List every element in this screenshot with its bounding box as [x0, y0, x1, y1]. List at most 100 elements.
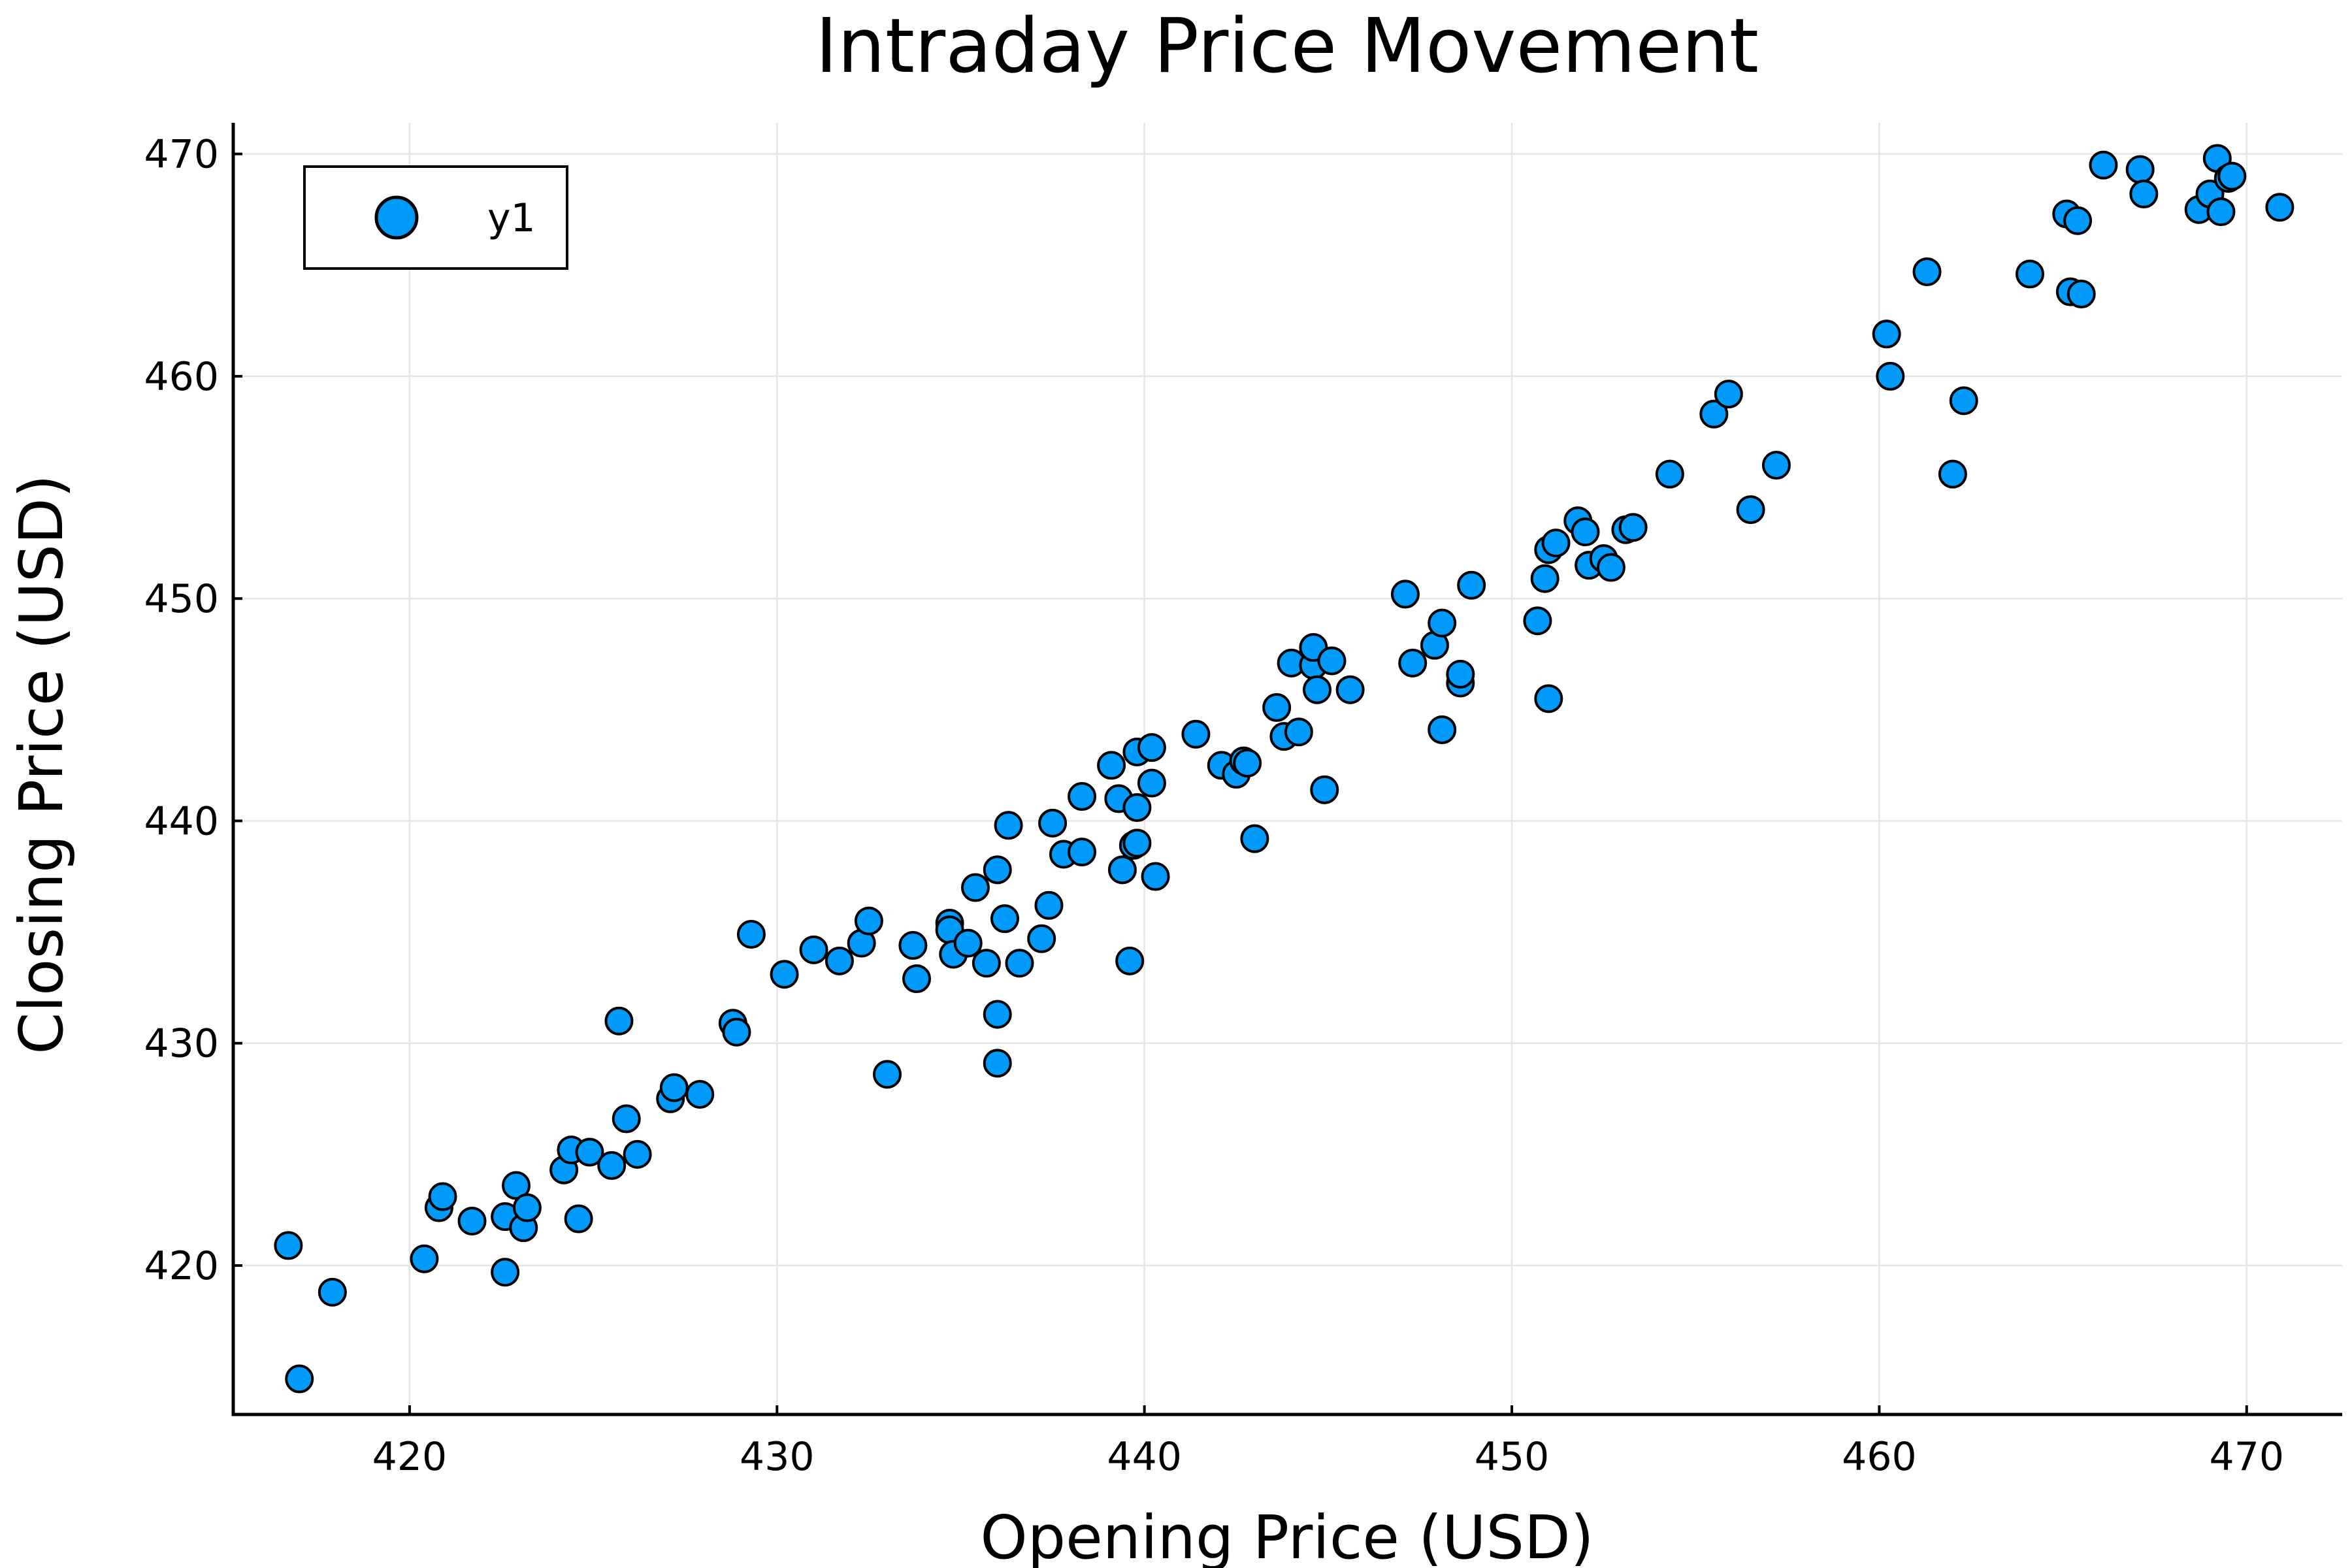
- data-point: [953, 928, 983, 958]
- chart-title: Intraday Price Movement: [815, 3, 1759, 90]
- x-axis-title: Opening Price (USD): [980, 1503, 1593, 1568]
- x-tick-label: 470: [2210, 1434, 2285, 1480]
- data-point: [2089, 150, 2118, 180]
- x-tick-label: 430: [740, 1434, 815, 1480]
- data-point: [1302, 675, 1331, 704]
- data-point: [1181, 719, 1211, 749]
- data-point: [1596, 553, 1625, 582]
- data-point: [898, 931, 928, 960]
- data-point: [2265, 193, 2295, 222]
- x-tick-label: 420: [372, 1434, 448, 1480]
- data-point: [1523, 606, 1552, 636]
- y-tick-label: 430: [144, 1021, 219, 1067]
- axis-lines: [231, 123, 2342, 1416]
- data-point: [1949, 386, 1978, 416]
- data-point: [2066, 280, 2096, 309]
- data-point: [318, 1277, 347, 1307]
- data-point: [575, 1137, 604, 1167]
- data-point: [2206, 197, 2236, 227]
- data-point: [1233, 748, 1262, 777]
- data-point: [2063, 206, 2093, 235]
- data-point: [1141, 862, 1170, 891]
- data-point: [285, 1364, 314, 1394]
- data-point: [1530, 564, 1560, 593]
- data-point: [274, 1231, 303, 1260]
- data-point: [1618, 513, 1648, 542]
- data-point: [1240, 824, 1269, 853]
- data-point: [1390, 580, 1420, 609]
- data-point: [1534, 684, 1563, 713]
- data-point: [1714, 380, 1743, 409]
- data-point: [2015, 259, 2044, 289]
- data-point: [1872, 319, 1901, 349]
- data-point: [457, 1206, 487, 1235]
- legend-label-y1: y1: [487, 195, 536, 241]
- axes: 420 430 440 450 460 470 420 430 440 450 460 470: [144, 123, 2342, 1480]
- data-point: [983, 1049, 1012, 1078]
- data-point: [960, 873, 990, 902]
- data-point: [994, 811, 1023, 840]
- data-point: [1284, 717, 1313, 747]
- data-point: [1938, 459, 1967, 489]
- data-point: [902, 964, 932, 994]
- data-point: [1137, 733, 1166, 762]
- data-point: [1655, 459, 1684, 489]
- data-point: [1262, 693, 1292, 722]
- data-point: [1335, 675, 1365, 704]
- data-point: [1097, 751, 1126, 780]
- data-point: [972, 949, 1001, 978]
- data-point: [990, 904, 1019, 934]
- data-point: [1068, 838, 1097, 867]
- y-tick-label: 470: [144, 132, 219, 178]
- grid-lines: [233, 123, 2342, 1414]
- data-point: [1068, 782, 1097, 811]
- data-point: [1398, 648, 1428, 678]
- data-point: [2129, 179, 2159, 208]
- data-point: [1876, 361, 1905, 391]
- data-point: [722, 1017, 751, 1047]
- x-tick-label: 460: [1842, 1434, 1917, 1480]
- legend-box: [303, 165, 568, 270]
- data-point: [1541, 529, 1571, 558]
- data-point: [2217, 161, 2247, 191]
- data-point: [1137, 768, 1166, 798]
- data-point: [1761, 451, 1791, 480]
- data-point: [597, 1151, 627, 1180]
- data-point: [491, 1258, 520, 1287]
- data-point: [1038, 808, 1068, 838]
- data-point: [604, 1006, 634, 1036]
- data-point: [1005, 949, 1034, 978]
- data-point: [659, 1073, 689, 1102]
- data-point: [770, 960, 799, 989]
- data-point: [1115, 946, 1145, 975]
- data-point: [1699, 399, 1729, 429]
- data-point: [1446, 659, 1475, 689]
- y-tick-label: 420: [144, 1243, 219, 1289]
- data-point: [1571, 517, 1600, 547]
- data-point: [1122, 828, 1152, 858]
- data-point: [2125, 155, 2155, 184]
- data-point: [1736, 495, 1765, 525]
- data-point: [799, 935, 828, 964]
- y-axis-title: Closing Price (USD): [7, 474, 76, 1054]
- data-point: [1034, 890, 1064, 920]
- data-point: [1317, 646, 1347, 676]
- data-point: [1457, 570, 1486, 600]
- legend-marker-icon: [374, 195, 419, 240]
- data-point: [685, 1080, 715, 1109]
- y-tick-label: 460: [144, 354, 219, 400]
- data-point: [825, 946, 854, 975]
- data-point: [623, 1139, 652, 1169]
- data-point: [1310, 775, 1339, 804]
- data-point: [428, 1182, 457, 1211]
- data-point: [564, 1204, 593, 1233]
- data-point: [1912, 257, 1942, 286]
- data-point: [1107, 855, 1137, 885]
- data-point: [1428, 608, 1457, 638]
- data-point: [854, 906, 883, 936]
- legend: y1: [303, 165, 568, 270]
- data-point: [1122, 793, 1152, 823]
- data-point: [1428, 715, 1457, 744]
- data-point: [983, 855, 1012, 885]
